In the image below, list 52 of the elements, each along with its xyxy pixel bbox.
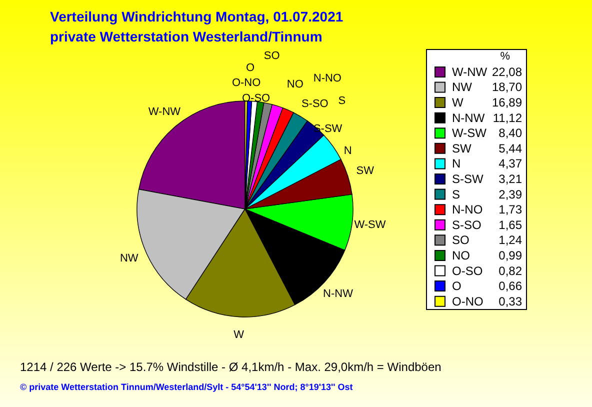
legend-label: SW [452, 141, 472, 156]
legend-label: W [452, 96, 464, 110]
category-label: S [338, 95, 346, 108]
data-label: 3,21 [498, 172, 522, 186]
legend-label: SO [452, 233, 470, 248]
category-label: NO [286, 78, 304, 90]
text: © private Wetterstation Tinnum/Westerland/Sylt - 54°54'13'' Nord; 8°19'13'' Ost [20, 382, 353, 392]
data-label: 0,66 [498, 279, 522, 294]
legend-label: S-SO [452, 218, 482, 232]
text: 1214 / 226 Werte -> 15.7% Windstille - Ø 4,1km/h - Max. 29,0km/h = Windböen [20, 360, 442, 374]
data-label: 1,73 [498, 202, 522, 217]
legend-label: N-NO [452, 202, 483, 217]
data-label: 1,65 [498, 218, 522, 232]
slice-label: O [246, 62, 255, 74]
slice-label: SW [356, 164, 375, 177]
slice-label: O-SO [242, 92, 271, 104]
legend-label: O-SO [452, 264, 483, 278]
data-label: 4,37 [498, 156, 522, 171]
slice-label: N-NO [313, 72, 342, 85]
chart-title: Verteilung Windrichtung Montag, 01.07.2021 [50, 8, 344, 24]
slice-label: N [344, 145, 352, 158]
data-label: 0,33 [498, 294, 522, 308]
slice-label: W-SW [354, 218, 386, 231]
slice-label: N-NW [323, 288, 354, 300]
data-label: 8,40 [498, 126, 522, 140]
legend-label: NW [452, 80, 473, 94]
legend-label: O [452, 279, 462, 294]
category-label: S-SO [301, 98, 328, 110]
data-label: 22,08 [492, 64, 522, 79]
legend-label: O-NO [452, 294, 484, 308]
legend-label: S [452, 187, 460, 202]
legend-label: N-NW [452, 110, 486, 125]
data-label: 11,12 [492, 110, 522, 125]
slice-label: W [234, 328, 245, 341]
slice-label: W-NW [148, 106, 182, 118]
data-label: 18,70 [492, 80, 522, 94]
chart-subtitle: private Wetterstation Westerland/Tinnum [50, 28, 322, 44]
legend-label: NO [452, 248, 470, 262]
slice-label: NW [120, 252, 139, 264]
legend-title: % [500, 50, 510, 63]
data-label: 5,44 [498, 141, 522, 156]
legend-label: S-SW [452, 172, 484, 186]
data-label: 0,82 [498, 264, 522, 278]
legend-label: W-NW [452, 64, 488, 79]
legend-label: N [452, 156, 461, 171]
legend-label: W-SW [452, 126, 488, 140]
category-label: SO [264, 50, 280, 62]
slice-label: O-NO [232, 77, 262, 90]
data-label: 2,39 [498, 187, 522, 202]
data-label: 1,24 [498, 233, 522, 248]
data-label: 16,89 [492, 96, 522, 110]
data-label: 0,99 [498, 248, 522, 262]
